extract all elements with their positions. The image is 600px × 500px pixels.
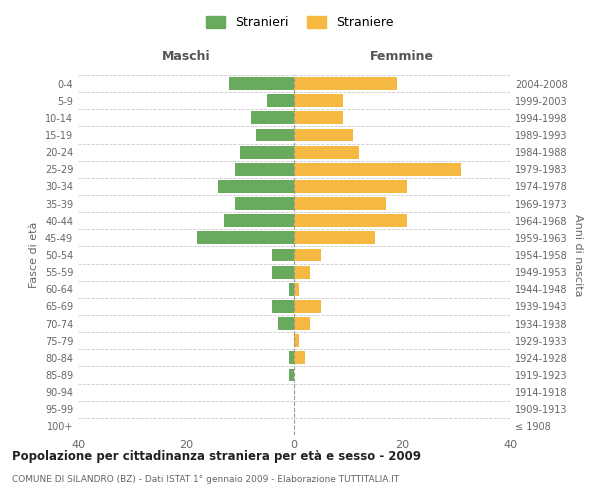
Bar [272,248,294,262]
Bar [294,266,310,278]
Bar [294,352,305,364]
Legend: Stranieri, Straniere: Stranieri, Straniere [202,11,398,34]
Y-axis label: Anni di nascita: Anni di nascita [573,214,583,296]
Bar [294,163,461,175]
Bar [197,232,294,244]
Text: Maschi: Maschi [161,50,211,62]
Bar [294,146,359,158]
Bar [294,283,299,296]
Text: COMUNE DI SILANDRO (BZ) - Dati ISTAT 1° gennaio 2009 - Elaborazione TUTTITALIA.I: COMUNE DI SILANDRO (BZ) - Dati ISTAT 1° … [12,475,399,484]
Text: Popolazione per cittadinanza straniera per età e sesso - 2009: Popolazione per cittadinanza straniera p… [12,450,421,463]
Bar [272,266,294,278]
Bar [294,197,386,210]
Bar [294,334,299,347]
Bar [289,352,294,364]
Bar [294,112,343,124]
Bar [294,300,321,313]
Bar [224,214,294,227]
Bar [218,180,294,193]
Bar [294,94,343,107]
Bar [294,248,321,262]
Bar [294,128,353,141]
Bar [289,368,294,382]
Bar [272,300,294,313]
Bar [240,146,294,158]
Bar [294,214,407,227]
Y-axis label: Fasce di età: Fasce di età [29,222,39,288]
Bar [294,232,375,244]
Bar [294,317,310,330]
Bar [294,180,407,193]
Bar [278,317,294,330]
Bar [235,197,294,210]
Text: Femmine: Femmine [370,50,434,62]
Bar [267,94,294,107]
Bar [251,112,294,124]
Bar [289,283,294,296]
Bar [256,128,294,141]
Bar [229,77,294,90]
Bar [294,77,397,90]
Bar [235,163,294,175]
